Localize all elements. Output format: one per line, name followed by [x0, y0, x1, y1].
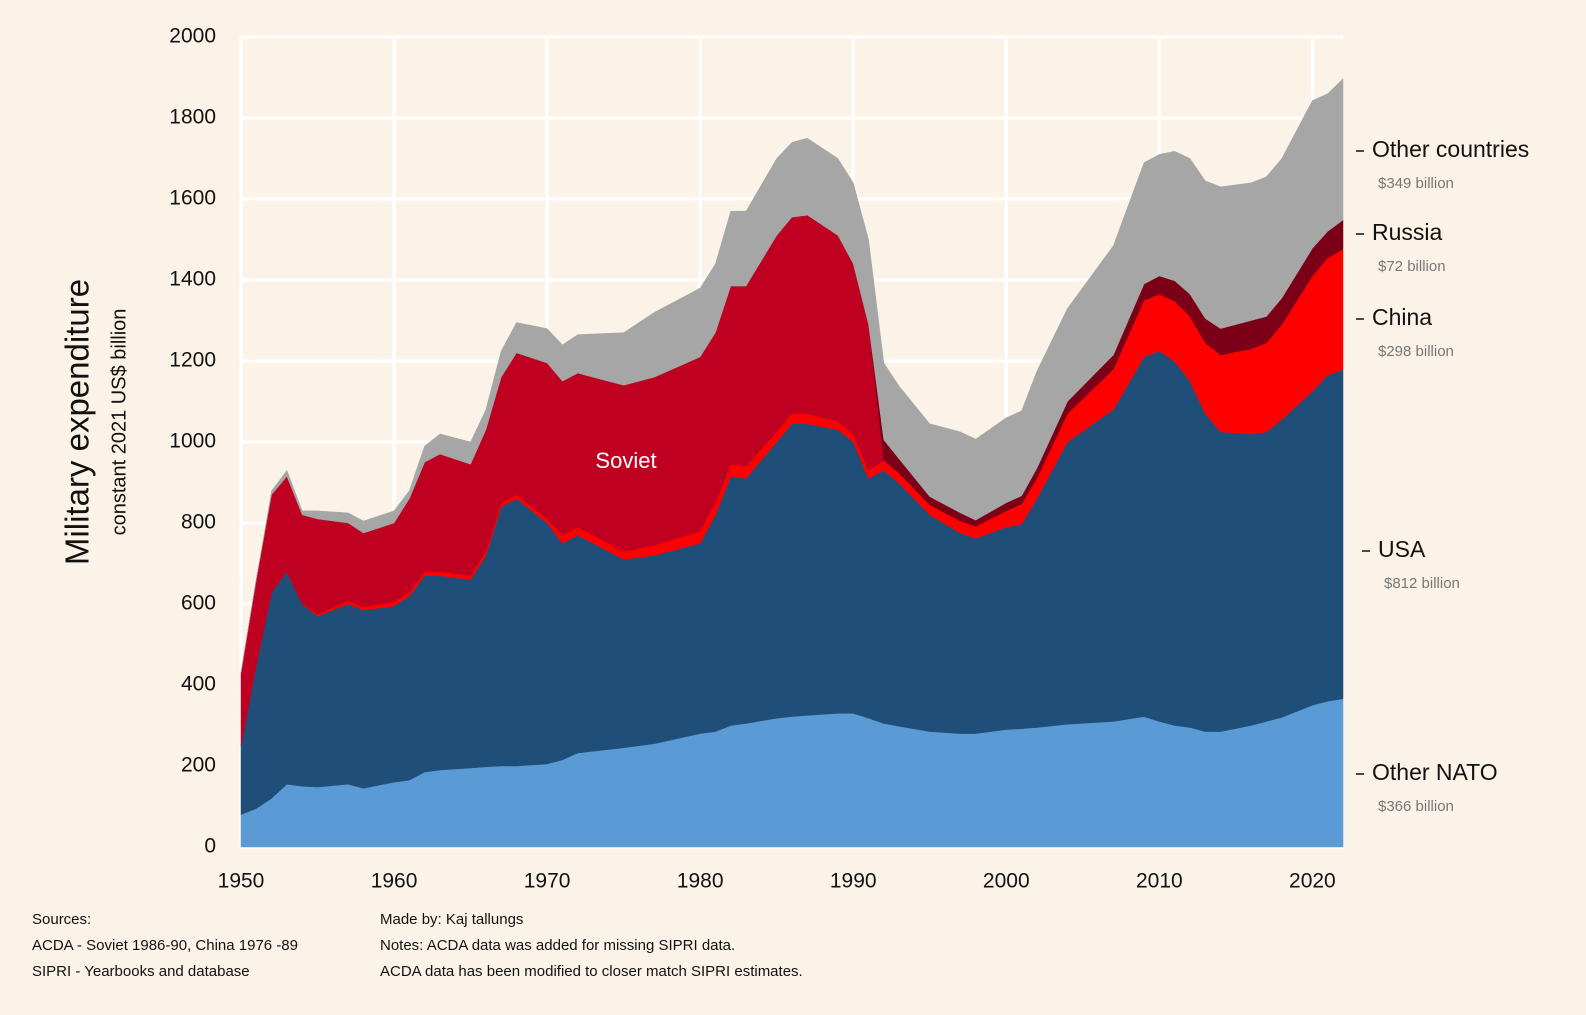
end-value-label: $349 billion — [1378, 175, 1454, 192]
footer-text: Made by: Kaj tallungs — [380, 911, 523, 928]
y-tick-label: 1800 — [169, 106, 216, 129]
footer-text: ACDA - Soviet 1986-90, China 1976 -89 — [32, 937, 298, 954]
x-tick-label: 1980 — [677, 870, 724, 893]
y-tick-label: 1200 — [169, 349, 216, 372]
legend-label: China — [1372, 304, 1432, 330]
area — [240, 78, 1344, 673]
x-tick-label: 2010 — [1136, 870, 1183, 893]
legend-label: Other NATO — [1372, 759, 1498, 785]
footer-text: Sources: — [32, 911, 91, 928]
y-tick-label: 1000 — [169, 430, 216, 453]
y-tick-label: 1600 — [169, 187, 216, 210]
legend-label: Other countries — [1372, 136, 1529, 162]
y-tick-label: 1400 — [169, 268, 216, 291]
end-value-label: $366 billion — [1378, 798, 1454, 815]
y-tick-label: 800 — [181, 511, 216, 534]
end-value-label: $72 billion — [1378, 258, 1446, 275]
footer-text: Notes: ACDA data was added for missing S… — [380, 937, 735, 954]
y-axis-label: Military expenditure — [59, 279, 96, 565]
x-tick-label: 1950 — [218, 870, 265, 893]
y-axis-sublabel: constant 2021 US$ billion — [108, 309, 130, 536]
y-tick-label: 0 — [204, 835, 216, 858]
y-tick-label: 2000 — [169, 25, 216, 48]
x-tick-label: 1970 — [524, 870, 571, 893]
labels: 0 200 400 600 800 1000 1200 1400 1600 1800 2000 195… — [169, 25, 1529, 893]
y-tick-label: 400 — [181, 673, 216, 696]
end-value-label: $812 billion — [1384, 575, 1460, 592]
legend-label: USA — [1378, 536, 1426, 562]
end-value-label: $298 billion — [1378, 343, 1454, 360]
footer-text: SIPRI - Yearbooks and database — [32, 963, 250, 980]
areas — [240, 78, 1344, 848]
legend-label: Russia — [1372, 219, 1443, 245]
x-tick-label: 2000 — [983, 870, 1030, 893]
soviet-annotation: Soviet — [595, 448, 656, 473]
y-tick-label: 200 — [181, 754, 216, 777]
x-tick-label: 2020 — [1289, 870, 1336, 893]
x-tick-label: 1990 — [830, 870, 877, 893]
x-tick-label: 1960 — [371, 870, 418, 893]
footer-text: ACDA data has been modified to closer ma… — [380, 963, 803, 980]
y-tick-label: 600 — [181, 592, 216, 615]
